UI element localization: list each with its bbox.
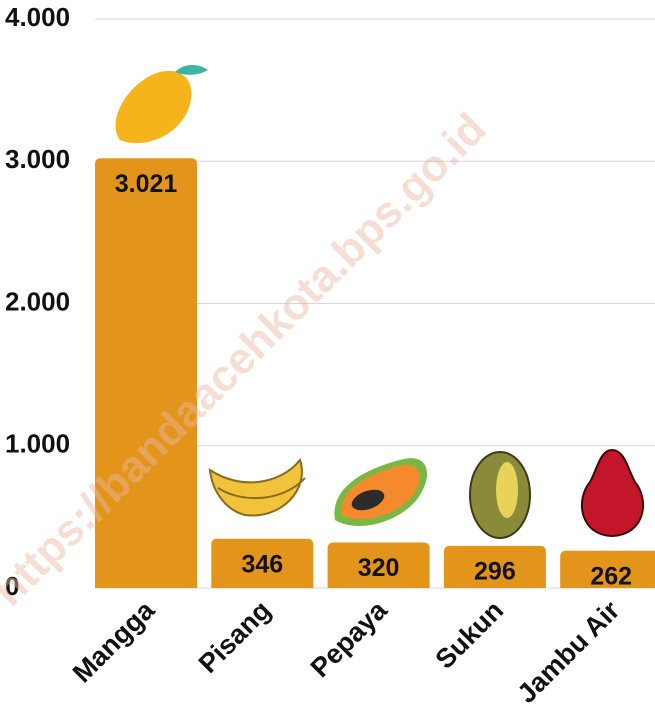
durian-flesh bbox=[496, 462, 518, 518]
x-tick-label: Pepaya bbox=[305, 594, 394, 683]
chart: 01.0002.0003.0004.000 3.021Mangga346Pisa… bbox=[0, 0, 655, 722]
x-tick-label: Jambu Air bbox=[512, 595, 626, 709]
x-tick-label: Mangga bbox=[67, 594, 161, 688]
banana-icon bbox=[210, 460, 302, 516]
y-tick-label: 2.000 bbox=[5, 286, 70, 316]
value-label: 320 bbox=[358, 554, 400, 582]
x-tick-label: Pisang bbox=[193, 595, 277, 679]
y-tick-label: 1.000 bbox=[5, 429, 70, 459]
value-label: 346 bbox=[241, 550, 283, 578]
y-tick-label: 4.000 bbox=[5, 2, 70, 32]
value-label: 3.021 bbox=[115, 170, 178, 198]
mango-leaf bbox=[175, 65, 208, 75]
value-label: 262 bbox=[590, 562, 632, 590]
jambu-icon bbox=[582, 450, 643, 536]
value-label: 296 bbox=[474, 558, 516, 586]
x-tick-label: Sukun bbox=[430, 595, 510, 675]
mango-icon bbox=[116, 71, 192, 143]
y-tick-label: 3.000 bbox=[5, 144, 70, 174]
